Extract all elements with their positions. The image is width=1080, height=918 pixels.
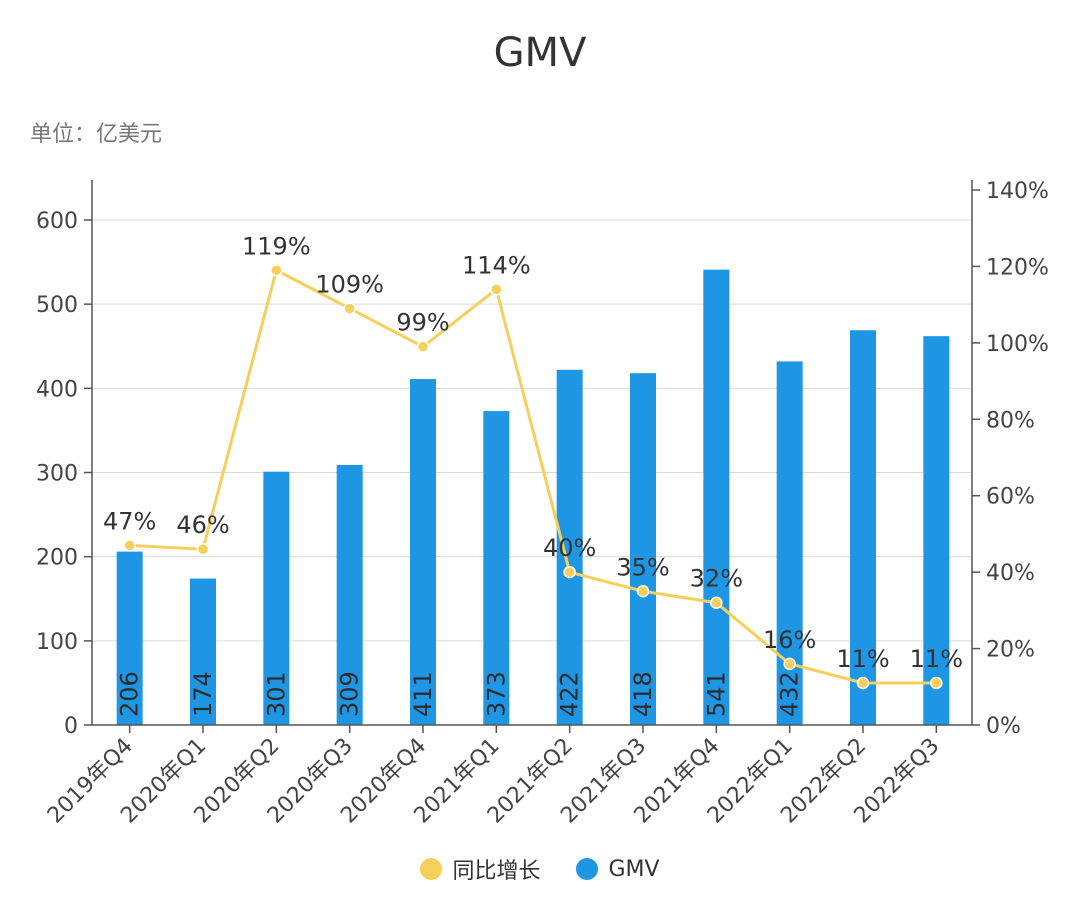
gmv-bar[interactable]	[556, 369, 583, 725]
left-tick-label: 0	[64, 714, 78, 739]
growth-label: 16%	[763, 626, 816, 654]
right-tick-label: 140%	[986, 179, 1049, 204]
right-tick-label: 0%	[986, 714, 1021, 739]
growth-point[interactable]	[636, 585, 650, 598]
growth-point[interactable]	[270, 264, 283, 277]
gmv-bar[interactable]	[336, 464, 363, 725]
growth-label: 114%	[462, 251, 531, 279]
growth-line	[123, 264, 943, 690]
legend-growth-marker	[420, 858, 443, 880]
legend-gmv-marker	[576, 858, 599, 880]
left-tick-label: 300	[36, 462, 78, 487]
growth-point[interactable]	[416, 340, 430, 353]
gmv-bar[interactable]	[776, 361, 803, 725]
growth-label: 109%	[315, 270, 384, 298]
growth-label: 46%	[176, 511, 229, 539]
unit-label: 单位：亿美元	[30, 122, 163, 147]
right-tick-label: 120%	[986, 255, 1049, 280]
gmv-bar[interactable]	[483, 411, 510, 725]
left-tick-label: 400	[36, 377, 78, 402]
growth-point[interactable]	[856, 676, 870, 690]
gmv-bar-label: 373	[482, 671, 510, 717]
gmv-bar-label: 174	[189, 671, 217, 717]
gmv-bar-label: 432	[776, 671, 804, 717]
gmv-bar[interactable]	[850, 330, 876, 725]
legend-item-growth[interactable]: 同比增长	[420, 853, 540, 885]
gmv-bar[interactable]	[630, 373, 656, 725]
gmv-bar-label: 206	[116, 671, 144, 717]
growth-label: 32%	[690, 565, 743, 593]
growth-point[interactable]	[783, 657, 796, 671]
growth-line-path	[129, 268, 937, 685]
growth-label: 47%	[103, 507, 156, 535]
growth-point[interactable]	[930, 676, 943, 690]
growth-point[interactable]	[490, 283, 503, 296]
right-tick-label: 60%	[986, 485, 1035, 510]
right-tick-label: 20%	[986, 638, 1035, 663]
legend: 同比增长 GMV	[0, 853, 1080, 885]
left-tick-label: 200	[36, 546, 78, 571]
right-tick-label: 40%	[986, 561, 1035, 586]
right-tick-label: 100%	[986, 332, 1049, 357]
data-labels: 206 174 301 309 411 373 422 418 541 432 47% 46% 119%…	[103, 232, 963, 717]
gmv-bar-label: 309	[336, 671, 364, 717]
grid-lines	[92, 219, 972, 642]
growth-point[interactable]	[196, 542, 210, 556]
growth-point[interactable]	[563, 565, 576, 579]
gmv-bar[interactable]	[116, 551, 143, 725]
growth-label: 11%	[836, 645, 889, 673]
gmv-bar-label: 541	[702, 671, 730, 717]
left-tick-label: 600	[36, 209, 78, 234]
gmv-bar[interactable]	[703, 269, 730, 725]
gmv-bar[interactable]	[410, 379, 436, 725]
growth-point[interactable]	[710, 596, 723, 609]
growth-point[interactable]	[123, 539, 136, 552]
growth-label: 11%	[910, 645, 963, 673]
growth-label: 99%	[396, 309, 449, 337]
axes: 0 100 200 300 400 500 600 0% 20% 40% 60% 80% 100% 120…	[36, 179, 1049, 829]
left-tick-label: 100	[36, 630, 78, 655]
legend-growth-label: 同比增长	[452, 859, 541, 884]
left-tick-label: 500	[36, 293, 78, 318]
legend-item-gmv[interactable]: GMV	[576, 853, 660, 885]
growth-label: 119%	[242, 232, 311, 260]
chart-title: GMV	[493, 30, 587, 76]
gmv-bar-label: 411	[409, 671, 437, 717]
growth-point[interactable]	[343, 302, 356, 315]
gmv-bar[interactable]	[923, 336, 950, 725]
gmv-bar-label: 301	[262, 671, 290, 717]
gmv-bar-label: 418	[629, 671, 657, 717]
gmv-bar[interactable]	[190, 578, 216, 725]
right-tick-label: 80%	[986, 408, 1035, 433]
legend-gmv-label: GMV	[608, 856, 660, 882]
gmv-bars	[116, 269, 950, 725]
growth-label: 35%	[616, 553, 669, 581]
gmv-bar[interactable]	[263, 471, 290, 725]
gmv-bar-label: 422	[556, 671, 584, 717]
growth-label: 40%	[543, 534, 596, 562]
